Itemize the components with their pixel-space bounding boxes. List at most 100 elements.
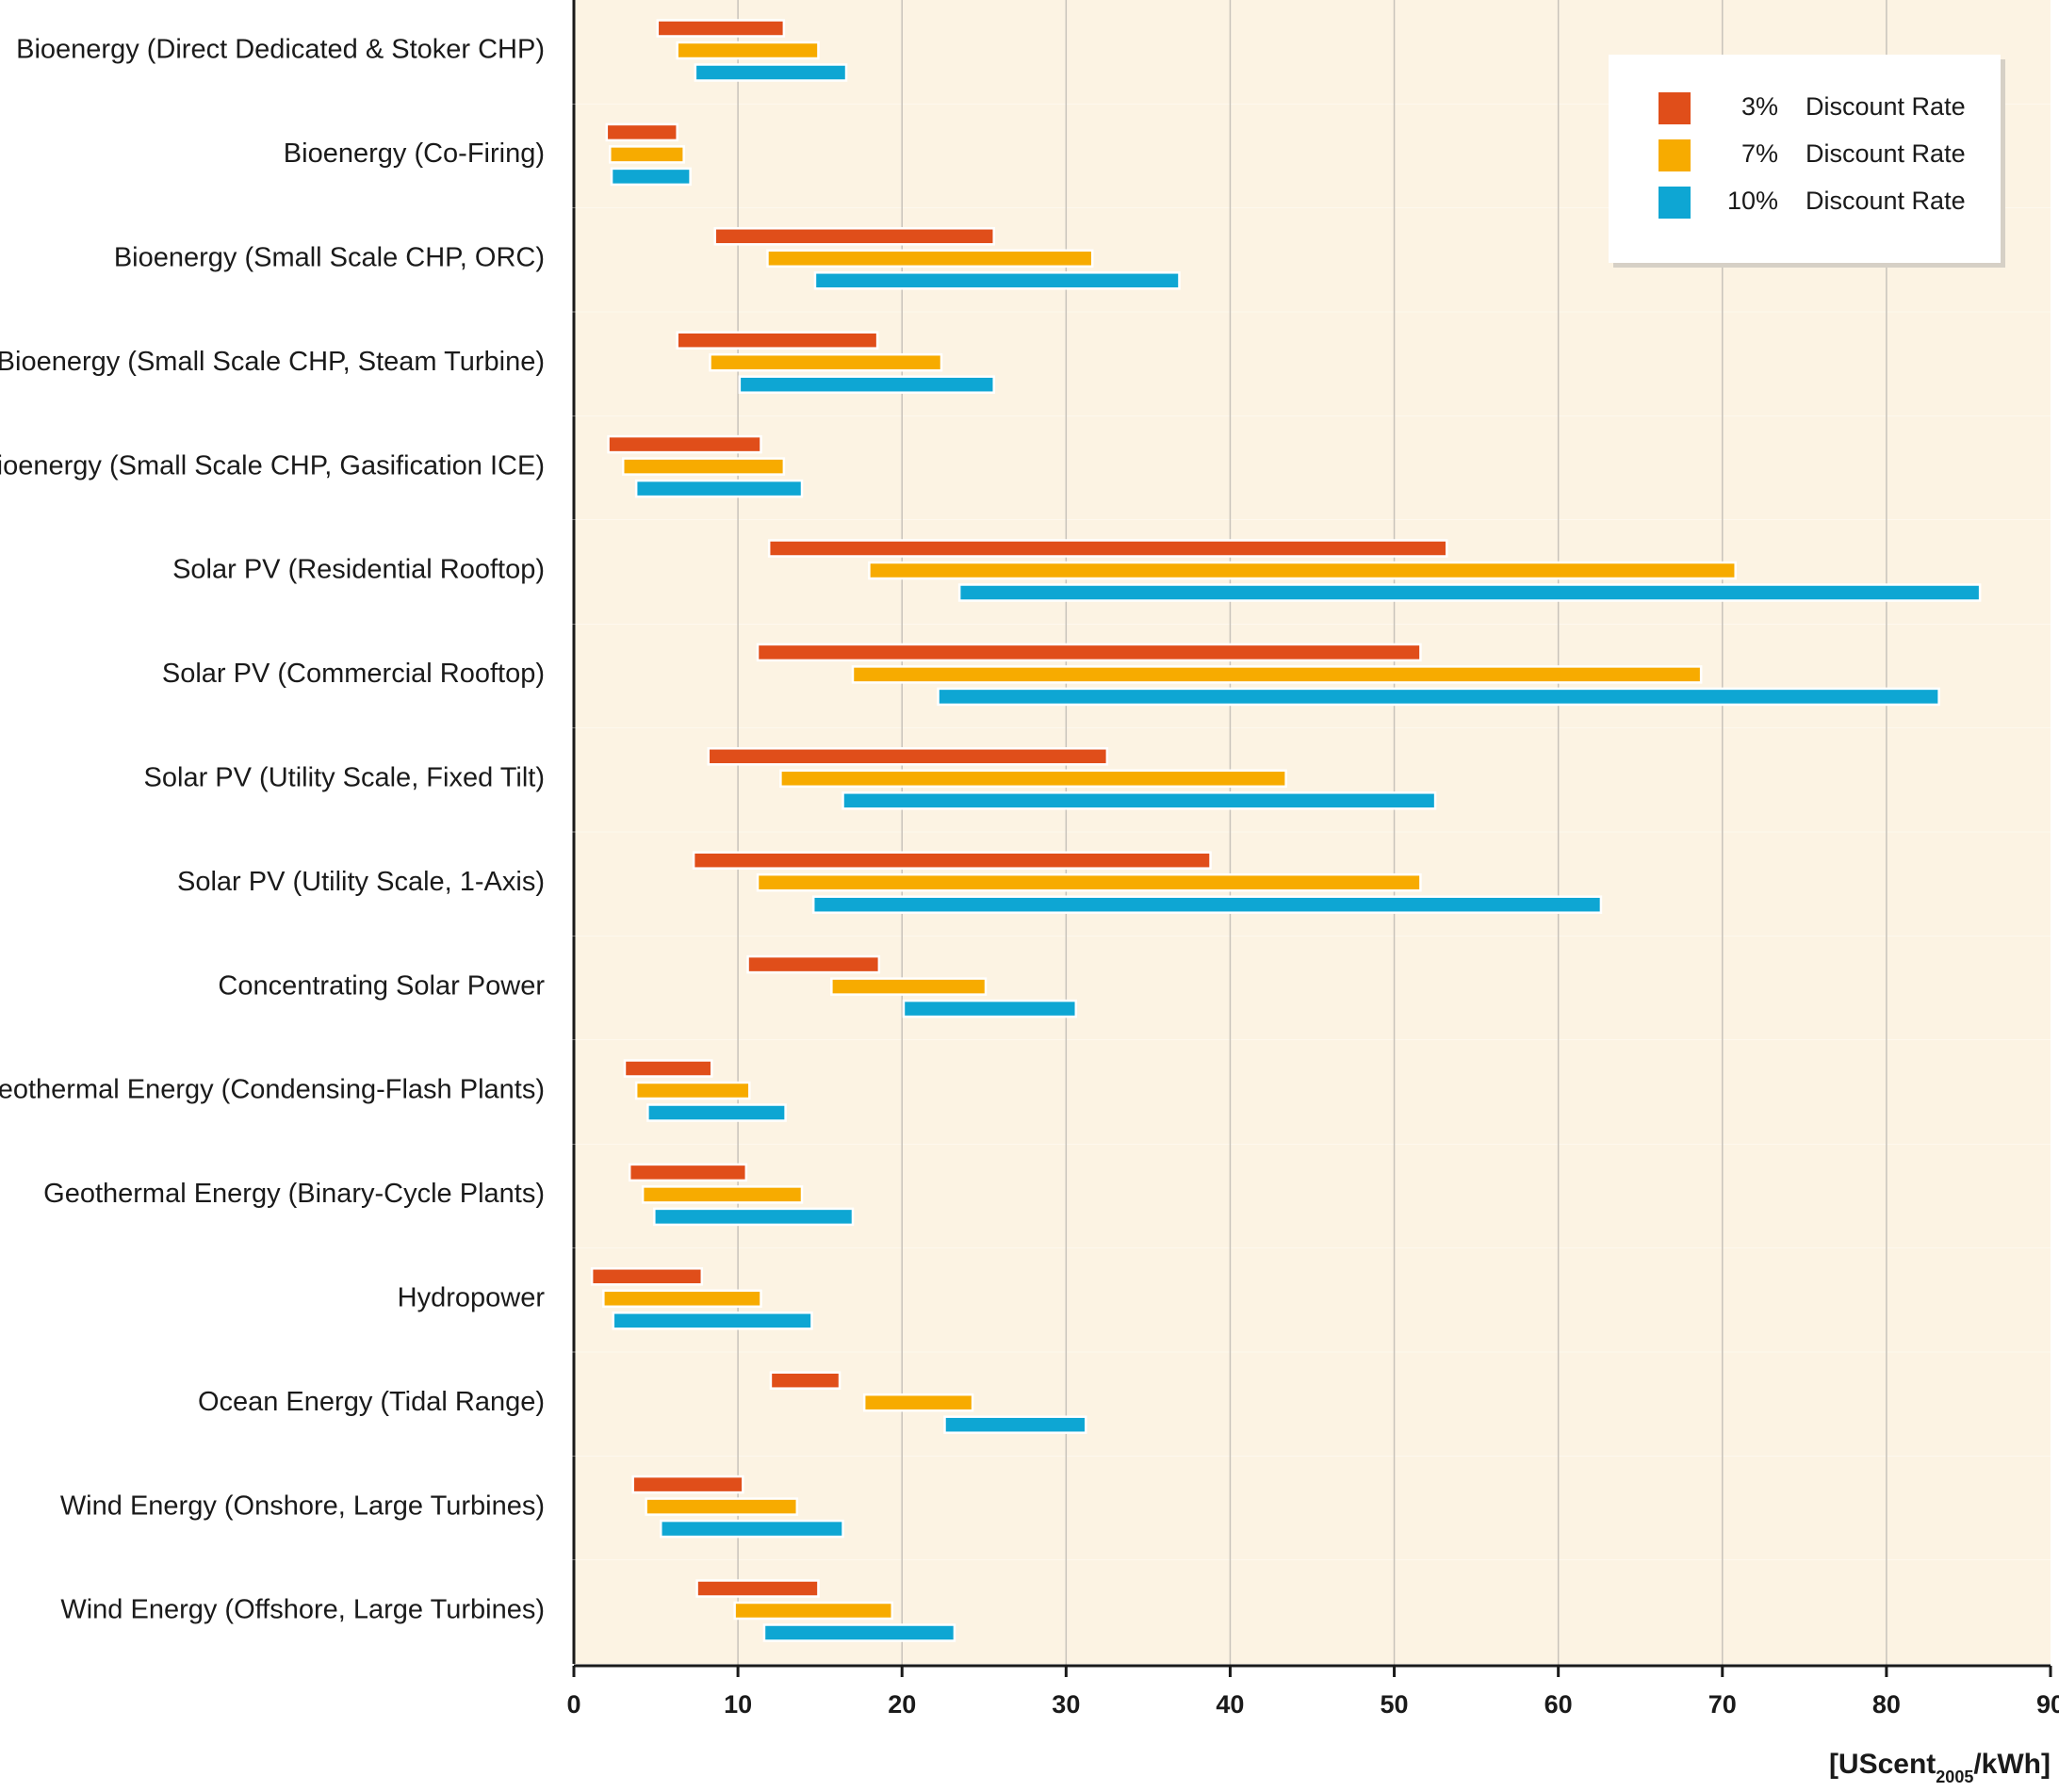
legend-swatch-3 — [1659, 92, 1691, 124]
category-label-bioenergy-small-scale-chp-gasification-ice: Bioenergy (Small Scale CHP, Gasification… — [0, 450, 545, 481]
bar-bioenergy-small-scale-chp-gasification-ice-3 — [607, 434, 762, 454]
bar-solar-pv-utility-scale-1-axis-7 — [756, 872, 1422, 892]
bar-ocean-energy-tidal-range-3 — [769, 1371, 842, 1390]
x-tick-label-40: 40 — [1216, 1690, 1244, 1719]
bar-bioenergy-direct-dedicated-stoker-chp-7 — [676, 41, 820, 60]
category-label-ocean-energy-tidal-range: Ocean Energy (Tidal Range) — [198, 1387, 545, 1417]
x-axis-unit-end: /kWh] — [1973, 1749, 2051, 1780]
legend-swatch-7 — [1659, 139, 1691, 171]
bar-solar-pv-utility-scale-1-axis-3 — [692, 851, 1212, 870]
bar-geothermal-energy-condensing-flash-plants-7 — [634, 1081, 751, 1100]
bar-wind-energy-onshore-large-turbines-10 — [660, 1519, 844, 1539]
category-label-hydropower: Hydropower — [398, 1282, 546, 1312]
category-panel-geothermal-energy-condensing-flash-plants — [574, 1040, 2051, 1144]
bar-bioenergy-direct-dedicated-stoker-chp-3 — [656, 19, 786, 38]
bar-bioenergy-co-firing-10 — [610, 167, 692, 187]
x-axis-unit-label: [UScent2005/kWh] — [1829, 1749, 2051, 1786]
category-label-solar-pv-residential-rooftop: Solar PV (Residential Rooftop) — [172, 555, 545, 585]
bar-bioenergy-small-scale-chp-gasification-ice-7 — [621, 457, 786, 476]
bar-bioenergy-small-scale-chp-steam-turbine-10 — [738, 375, 995, 394]
category-panel-ocean-energy-tidal-range — [574, 1352, 2051, 1457]
bar-solar-pv-utility-scale-fixed-tilt-10 — [842, 791, 1437, 810]
legend-label-3: Discount Rate — [1806, 92, 1966, 121]
legend-rate-7: 7% — [1741, 139, 1778, 168]
bar-geothermal-energy-binary-cycle-plants-3 — [628, 1163, 748, 1182]
bar-solar-pv-residential-rooftop-10 — [957, 583, 1982, 602]
category-label-geothermal-energy-binary-cycle-plants: Geothermal Energy (Binary-Cycle Plants) — [43, 1179, 545, 1209]
category-panel-concentrating-solar-power — [574, 936, 2051, 1040]
x-axis-unit-subscript: 2005 — [1936, 1768, 1973, 1786]
bar-bioenergy-small-scale-chp-orc-10 — [813, 271, 1181, 290]
axes — [572, 0, 2051, 1668]
category-panel-geothermal-energy-binary-cycle-plants — [574, 1144, 2051, 1248]
category-panel-hydropower — [574, 1247, 2051, 1352]
category-label-solar-pv-utility-scale-fixed-tilt: Solar PV (Utility Scale, Fixed Tilt) — [144, 762, 545, 792]
legend-label-7: Discount Rate — [1806, 139, 1966, 168]
bar-geothermal-energy-condensing-flash-plants-10 — [646, 1103, 787, 1122]
x-tick-label-50: 50 — [1381, 1690, 1409, 1719]
bar-solar-pv-residential-rooftop-7 — [868, 561, 1737, 580]
bar-wind-energy-onshore-large-turbines-7 — [645, 1497, 799, 1516]
legend-swatch-10 — [1659, 187, 1691, 219]
bar-bioenergy-small-scale-chp-steam-turbine-7 — [709, 352, 943, 372]
bar-wind-energy-offshore-large-turbines-10 — [762, 1623, 956, 1642]
x-axis-ticks: 0 10 20 30 40 50 60 70 80 90 — [566, 1666, 2059, 1719]
x-tick-label-10: 10 — [724, 1690, 752, 1719]
bar-solar-pv-commercial-rooftop-3 — [756, 643, 1422, 662]
legend-rate-10: 10% — [1727, 187, 1778, 215]
bar-hydropower-3 — [590, 1267, 704, 1286]
bar-wind-energy-offshore-large-turbines-7 — [733, 1601, 894, 1621]
x-tick-label-60: 60 — [1544, 1690, 1573, 1719]
bar-concentrating-solar-power-10 — [902, 999, 1078, 1018]
bar-bioenergy-small-scale-chp-orc-7 — [766, 249, 1094, 269]
x-tick-label-20: 20 — [888, 1690, 916, 1719]
category-label-bioenergy-co-firing: Bioenergy (Co-Firing) — [284, 138, 545, 169]
bar-hydropower-10 — [612, 1311, 813, 1330]
category-label-concentrating-solar-power: Concentrating Solar Power — [218, 970, 545, 1001]
bar-solar-pv-residential-rooftop-3 — [767, 539, 1448, 558]
legend: 3% Discount Rate 7% Discount Rate 10% Discoun… — [1609, 55, 2005, 268]
x-axis-unit-main: [UScent — [1829, 1749, 1936, 1780]
x-tick-label-0: 0 — [566, 1690, 580, 1719]
bar-concentrating-solar-power-7 — [830, 977, 988, 996]
bar-wind-energy-onshore-large-turbines-3 — [631, 1474, 744, 1494]
category-label-bioenergy-small-scale-chp-steam-turbine: Bioenergy (Small Scale CHP, Steam Turbin… — [0, 347, 545, 377]
bar-bioenergy-direct-dedicated-stoker-chp-10 — [694, 63, 848, 82]
category-label-bioenergy-small-scale-chp-orc: Bioenergy (Small Scale CHP, ORC) — [114, 242, 545, 272]
x-tick-label-70: 70 — [1708, 1690, 1737, 1719]
x-tick-label-80: 80 — [1872, 1690, 1901, 1719]
legend-rate-3: 3% — [1741, 92, 1778, 121]
bar-ocean-energy-tidal-range-10 — [943, 1415, 1087, 1434]
bar-ocean-energy-tidal-range-7 — [862, 1393, 974, 1412]
legend-label-10: Discount Rate — [1806, 187, 1966, 215]
bar-geothermal-energy-binary-cycle-plants-7 — [641, 1185, 804, 1204]
category-labels: Bioenergy (Direct Dedicated & Stoker CHP… — [0, 35, 545, 1625]
bar-wind-energy-offshore-large-turbines-3 — [695, 1579, 820, 1598]
category-label-solar-pv-commercial-rooftop: Solar PV (Commercial Rooftop) — [162, 659, 545, 689]
category-label-wind-energy-offshore-large-turbines: Wind Energy (Offshore, Large Turbines) — [60, 1595, 545, 1625]
category-label-wind-energy-onshore-large-turbines: Wind Energy (Onshore, Large Turbines) — [60, 1491, 545, 1521]
category-panel-wind-energy-onshore-large-turbines — [574, 1456, 2051, 1560]
bar-bioenergy-small-scale-chp-orc-3 — [713, 227, 995, 246]
category-label-bioenergy-direct-dedicated-stoker-chp: Bioenergy (Direct Dedicated & Stoker CHP… — [16, 35, 545, 65]
category-panel-bioenergy-small-scale-chp-gasification-ice — [574, 415, 2051, 520]
bar-bioenergy-co-firing-7 — [609, 145, 685, 164]
x-tick-label-30: 30 — [1052, 1690, 1080, 1719]
bar-geothermal-energy-binary-cycle-plants-10 — [653, 1207, 855, 1227]
bar-hydropower-7 — [602, 1289, 762, 1309]
bar-solar-pv-commercial-rooftop-10 — [937, 687, 1940, 707]
bar-solar-pv-utility-scale-1-axis-10 — [811, 895, 1603, 914]
category-label-geothermal-energy-condensing-flash-plants: Geothermal Energy (Condensing-Flash Plan… — [0, 1075, 545, 1105]
bar-bioenergy-small-scale-chp-steam-turbine-3 — [676, 331, 879, 350]
category-label-solar-pv-utility-scale-1-axis: Solar PV (Utility Scale, 1-Axis) — [177, 867, 545, 897]
bar-solar-pv-commercial-rooftop-7 — [851, 665, 1703, 684]
bar-bioenergy-co-firing-3 — [605, 122, 678, 142]
bar-concentrating-solar-power-3 — [746, 954, 881, 974]
bar-geothermal-energy-condensing-flash-plants-3 — [623, 1059, 713, 1078]
bar-bioenergy-small-scale-chp-gasification-ice-10 — [634, 479, 804, 498]
bar-solar-pv-utility-scale-fixed-tilt-3 — [707, 747, 1109, 766]
bar-solar-pv-utility-scale-fixed-tilt-7 — [779, 769, 1287, 789]
bars — [590, 19, 1982, 1642]
x-tick-label-90: 90 — [2036, 1690, 2059, 1719]
